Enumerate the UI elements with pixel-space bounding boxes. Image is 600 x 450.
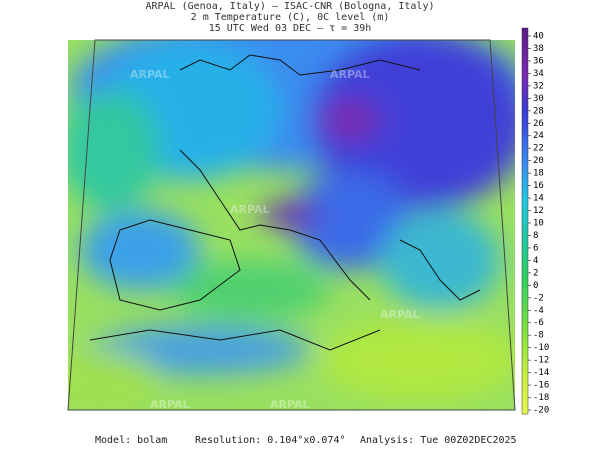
colorbar-tick-label: -6 xyxy=(533,318,544,328)
colorbar-tick-label: 30 xyxy=(533,94,544,104)
colorbar-tick-label: -14 xyxy=(533,368,549,378)
colorbar-tick-label: 12 xyxy=(533,206,544,216)
colorbar-tick-label: 24 xyxy=(533,131,544,141)
watermark: ARPAL xyxy=(270,398,310,411)
footer-analysis: Analysis: Tue 00Z02DEC2025 xyxy=(360,435,517,446)
colorbar-tick-label: 6 xyxy=(533,243,538,253)
colorbar: 4038363432302826242220181614121086420-2-… xyxy=(521,27,549,416)
colorbar-tick-label: -4 xyxy=(533,306,544,316)
colorbar-tick-label: 36 xyxy=(533,56,544,66)
colorbar-tick-label: -18 xyxy=(533,393,549,403)
domain-outline xyxy=(67,39,516,411)
colorbar-tick-label: 16 xyxy=(533,181,544,191)
colorbar-tick-label: 4 xyxy=(533,256,538,266)
colorbar-tick-label: -16 xyxy=(533,381,549,391)
coastline xyxy=(89,54,481,351)
header-line: ARPAL (Genoa, Italy) — ISAC-CNR (Bologna… xyxy=(146,1,435,12)
colorbar-tick-label: 28 xyxy=(533,106,544,116)
colorbar-tick-label: 22 xyxy=(533,144,544,154)
footer-resolution: Resolution: 0.104°x0.074° xyxy=(195,435,346,446)
map xyxy=(68,40,515,410)
colorbar-tick-label: -20 xyxy=(533,406,549,416)
colorbar-tick-label: 20 xyxy=(533,156,544,166)
colorbar-tick-label: 10 xyxy=(533,219,544,229)
watermark: ARPAL xyxy=(230,203,270,216)
watermark: ARPAL xyxy=(380,308,420,321)
watermark: ARPAL xyxy=(150,398,190,411)
header-line: 2 m Temperature (C), 0C level (m) xyxy=(191,12,390,23)
watermark: ARPAL xyxy=(130,68,170,81)
colorbar-tick-label: 18 xyxy=(533,169,544,179)
colorbar-tick-label: 2 xyxy=(533,268,538,278)
colorbar-ramp xyxy=(521,27,529,415)
colorbar-tick-label: 34 xyxy=(533,69,544,79)
colorbar-tick-label: 32 xyxy=(533,81,544,91)
watermark: ARPAL xyxy=(330,68,370,81)
temperature-field xyxy=(68,40,515,410)
colorbar-tick-label: -8 xyxy=(533,331,544,341)
colorbar-tick-label: 26 xyxy=(533,119,544,129)
colorbar-tick-label: -10 xyxy=(533,343,549,353)
colorbar-tick-label: 8 xyxy=(533,231,538,241)
header-line: 15 UTC Wed 03 DEC — τ = 39h xyxy=(209,23,372,34)
colorbar-tick-label: 0 xyxy=(533,281,538,291)
colorbar-tick-label: 40 xyxy=(533,32,544,42)
colorbar-tick-label: -2 xyxy=(533,293,544,303)
colorbar-tick-label: 14 xyxy=(533,194,544,204)
colorbar-tick-label: -12 xyxy=(533,356,549,366)
footer-model: Model: bolam xyxy=(95,435,167,446)
colorbar-tick-label: 38 xyxy=(533,44,544,54)
